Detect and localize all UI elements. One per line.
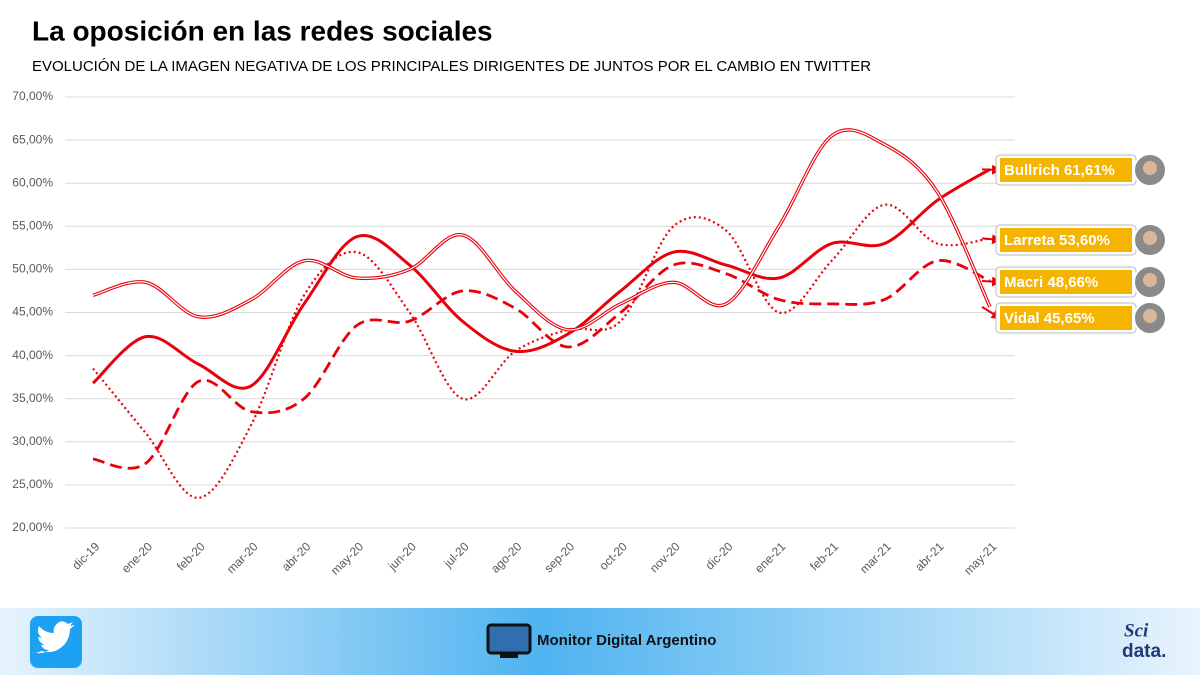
chart-subtitle: EVOLUCIÓN DE LA IMAGEN NEGATIVA DE LOS P… (32, 58, 871, 75)
monitor-stand (500, 653, 518, 658)
logo-bottom: data. (1122, 641, 1166, 662)
end-label: Bullrich 61,61% (995, 153, 1167, 187)
x-tick-label: feb-21 (807, 539, 841, 573)
x-tick-label: may-21 (961, 539, 999, 577)
series-name: Bullrich (1004, 162, 1060, 179)
y-tick-label: 45,00% (12, 305, 53, 319)
x-tick-label: ago-20 (488, 539, 525, 576)
series-name: Larreta (1004, 232, 1056, 249)
line (92, 128, 992, 332)
y-tick-label: 40,00% (12, 348, 53, 362)
y-tick-label: 60,00% (12, 175, 53, 189)
label-box (1000, 228, 1132, 252)
value-label: 61,61% (1064, 162, 1115, 179)
x-tick-label: nov-20 (647, 539, 683, 575)
logo-top: Sci (1124, 620, 1149, 641)
photo-face (1143, 231, 1157, 245)
end-label: Macri 48,66% (995, 265, 1167, 299)
label-box (1000, 158, 1132, 182)
brand: Monitor Digital Argentino (537, 632, 716, 649)
label-box (1000, 306, 1132, 330)
y-tick-label: 55,00% (12, 218, 53, 232)
value-label: 53,60% (1059, 232, 1110, 249)
photo-face (1143, 161, 1157, 175)
x-tick-label: oct-20 (597, 539, 631, 573)
end-label-text: Vidal 45,65% (1004, 310, 1095, 327)
series-name: Macri (1004, 274, 1043, 291)
x-tick-label: may-20 (328, 539, 366, 577)
x-tick-label: abr-20 (279, 539, 314, 574)
y-tick-label: 50,00% (12, 262, 53, 276)
x-tick-label: feb-20 (174, 539, 208, 573)
x-tick-label: sep-20 (541, 539, 577, 575)
x-tick-label: jul-20 (440, 539, 472, 571)
monitor-icon (486, 623, 532, 655)
x-tick-label: ene-21 (752, 539, 789, 576)
photo-face (1143, 273, 1157, 287)
x-tick-label: mar-21 (857, 539, 894, 576)
value-label: 48,66% (1047, 274, 1098, 291)
x-tick-label: jun-20 (385, 539, 419, 573)
photo-face (1143, 309, 1157, 323)
y-tick-label: 20,00% (12, 520, 53, 534)
label-box (1000, 270, 1132, 294)
end-label: Vidal 45,65% (995, 301, 1167, 335)
twitter-bird (36, 621, 75, 654)
x-tick-label: dic-19 (69, 539, 102, 572)
x-tick-label: mar-20 (224, 539, 261, 576)
y-tick-label: 35,00% (12, 391, 53, 405)
y-tick-label: 70,00% (12, 89, 53, 103)
y-tick-label: 65,00% (12, 132, 53, 146)
chart-title: La oposición en las redes sociales (32, 15, 493, 46)
x-tick-label: dic-20 (703, 539, 736, 572)
end-label-text: Bullrich 61,61% (1004, 162, 1115, 179)
end-label: Larreta 53,60% (995, 223, 1167, 257)
y-tick-label: 25,00% (12, 477, 53, 491)
end-label-text: Larreta 53,60% (1004, 232, 1110, 249)
line-inner (92, 129, 991, 331)
line (92, 203, 991, 499)
x-tick-label: ene-20 (119, 539, 156, 576)
y-tick-label: 30,00% (12, 434, 53, 448)
x-tick-label: abr-21 (912, 539, 947, 574)
end-label-text: Macri 48,66% (1004, 274, 1098, 291)
series-name: Vidal (1004, 310, 1040, 327)
line (92, 259, 991, 470)
value-label: 45,65% (1044, 310, 1095, 327)
footer-band (0, 608, 1200, 675)
line (91, 168, 991, 390)
